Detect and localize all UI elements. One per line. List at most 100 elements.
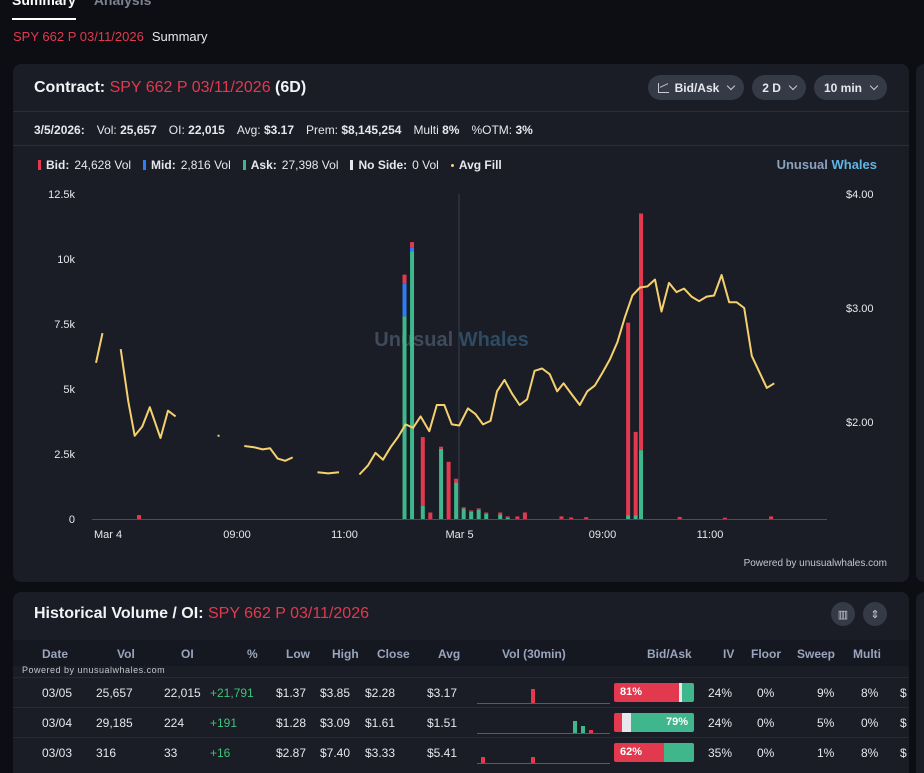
volume-chart: Unusual Whales 0 2.5k 5k 7.5k 10k 12.5k $2.00 $3… [48, 189, 874, 541]
table-row[interactable]: 03/04 29,185 224 +191 $1.28 $3.09 $1.61 $1.51 24… [13, 707, 909, 737]
col-close[interactable]: Close [377, 647, 410, 661]
cell-avg: $1.51 [427, 716, 458, 730]
cell-chg: +191 [210, 716, 238, 730]
col-oi[interactable]: OI [181, 647, 194, 661]
side-panel-edge [916, 592, 924, 773]
cell-high: $3.09 [320, 716, 351, 730]
x-tick: Mar 4 [94, 529, 122, 541]
col-high[interactable]: High [332, 647, 359, 661]
chart-type-dropdown[interactable]: Bid/Ask [647, 75, 745, 100]
volume-bar-bid [137, 515, 141, 519]
col-bid-ask[interactable]: Bid/Ask [647, 647, 692, 661]
volume-bar-ask [639, 450, 644, 519]
volume-bar-ask [461, 508, 466, 519]
volume-bar-mid [402, 283, 407, 317]
x-tick: 11:00 [697, 529, 724, 541]
legend-mid[interactable]: Mid: 2,816 Vol [143, 158, 231, 172]
cell-avg: $5.41 [427, 746, 458, 760]
avg-fill-point [217, 434, 220, 437]
stats-otm: %OTM: 3% [471, 123, 533, 137]
tab-bar: Summary Analysis [12, 0, 151, 20]
bid-share [614, 713, 622, 732]
chart-title: Contract: SPY 662 P 03/11/2026 (6D) [34, 79, 307, 96]
chevron-down-icon [788, 81, 798, 91]
volume-bar-bid [484, 512, 489, 514]
col-sweep[interactable]: Sweep [797, 647, 836, 661]
volume-bar-ask [469, 511, 474, 519]
vol-30min-sparkbars [477, 742, 610, 764]
historical-buttons: ▥ ⇕ [831, 602, 887, 626]
spark-bar [481, 757, 485, 763]
legend-ask[interactable]: Ask: 27,398 Vol [242, 158, 338, 172]
col-multi[interactable]: Multi [853, 647, 881, 661]
col-iv[interactable]: IV [723, 647, 735, 661]
table-row[interactable]: 03/05 25,657 22,015 +21,791 $1.37 $3.85 $2.28 $… [13, 677, 909, 707]
volume-bar-ask [420, 506, 425, 519]
col-avg[interactable]: Avg [438, 647, 461, 661]
volume-bar-ask [505, 517, 510, 519]
stats-vol: Vol: 25,657 [96, 123, 157, 137]
table-row[interactable]: 03/03 316 33 +16 $2.87 $7.40 $3.33 $5.41 35% 0% 1%… [13, 737, 909, 767]
x-tick: Mar 5 [445, 529, 473, 541]
cell-sweep: 9% [817, 686, 835, 700]
cell-date: 03/03 [42, 746, 73, 760]
expand-button[interactable]: ⇕ [863, 602, 887, 626]
cell-sweep: 5% [817, 716, 835, 730]
legend-avg-fill[interactable]: Avg Fill [450, 158, 502, 172]
historical-card: Historical Volume / OI: SPY 662 P 03/11/… [13, 592, 909, 773]
col-low[interactable]: Low [286, 647, 310, 661]
breadcrumb-contract[interactable]: SPY 662 P 03/11/2026 [13, 29, 144, 44]
x-tick: 09:00 [589, 529, 617, 541]
stats-prem: Prem: $8,145,254 [306, 123, 402, 137]
bid-ask-bar: 62% [614, 743, 694, 762]
contract-chart-card: Contract: SPY 662 P 03/11/2026 (6D) Bid/… [13, 64, 909, 582]
bid-share [614, 683, 679, 702]
volume-bar-bid [410, 242, 415, 248]
cell-date: 03/04 [42, 716, 73, 730]
y-right-tick: $4.00 [846, 189, 874, 201]
volume-bar-bid [498, 512, 503, 515]
spark-bar [581, 726, 585, 733]
bid-ask-label: 79% [665, 716, 688, 728]
col-date[interactable]: Date [42, 647, 69, 661]
cell-high: $7.40 [320, 746, 351, 760]
cell-low: $1.37 [276, 686, 307, 700]
bid-share [614, 743, 664, 762]
legend-bid[interactable]: Bid: 24,628 Vol [38, 158, 131, 172]
cell-oi: 224 [164, 716, 185, 730]
columns-button[interactable]: ▥ [831, 602, 855, 626]
bid-ask-label: 62% [620, 746, 643, 758]
volume-bar-ask [454, 482, 459, 519]
divider [13, 145, 909, 146]
cell-high: $3.85 [320, 686, 351, 700]
cell-iv: 24% [708, 686, 733, 700]
bid-ask-bar: 81% [614, 683, 694, 702]
tab-summary[interactable]: Summary [12, 0, 76, 20]
interval-dropdown[interactable]: 10 min [813, 75, 887, 100]
cell-oi: 33 [164, 746, 178, 760]
avg-fill-line [95, 332, 104, 364]
powered-by-table[interactable]: Powered by unusualwhales.com [22, 665, 166, 675]
col-vol-30min[interactable]: Vol (30min) [502, 647, 566, 661]
divider [13, 111, 909, 112]
table-header: Date Vol OI % Low High Close Avg Vol (30… [13, 640, 909, 666]
volume-bar-ask [633, 515, 638, 519]
bid-ask-bar: 79% [614, 713, 694, 732]
volume-bar-ask [410, 251, 415, 519]
cell-close: $1.61 [365, 716, 396, 730]
chart-title-dte: (6D) [275, 79, 307, 96]
cell-chg: +21,791 [210, 686, 254, 700]
y-right-tick: $3.00 [846, 303, 874, 315]
legend-no-side[interactable]: No Side: 0 Vol [350, 158, 439, 172]
range-dropdown[interactable]: 2 D [752, 75, 806, 100]
stats-avg: Avg: $3.17 [236, 123, 295, 137]
y-left-tick: 0 [69, 514, 75, 526]
tab-analysis[interactable]: Analysis [93, 0, 152, 8]
powered-by[interactable]: Powered by unusualwhales.com [743, 558, 887, 569]
cell-vol: 316 [96, 746, 117, 760]
col-floor[interactable]: Floor [751, 647, 781, 661]
col-oi-change[interactable]: % [247, 647, 258, 661]
spark-bar [589, 730, 593, 733]
col-vol[interactable]: Vol [117, 647, 135, 661]
ask-share [681, 683, 694, 702]
